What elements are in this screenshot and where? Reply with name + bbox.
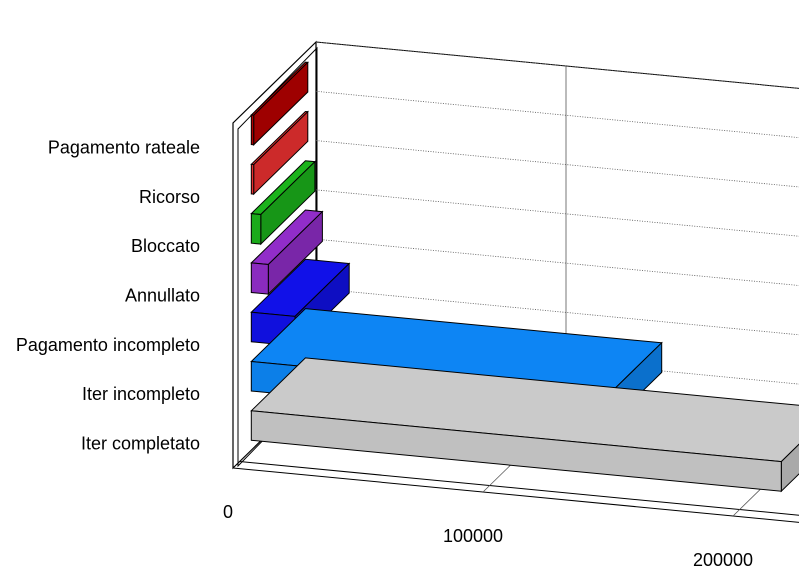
bar-annullato	[250, 209, 324, 296]
chart-bars	[250, 61, 799, 493]
horizontal-gridline	[315, 41, 799, 89]
category-label: Iter incompleto	[82, 384, 200, 404]
x-tick-label: 0	[223, 502, 233, 522]
bar-bloccato	[250, 160, 317, 246]
category-label: Bloccato	[131, 236, 200, 256]
category-label: Annullato	[125, 286, 200, 306]
bar-iter-completato	[250, 357, 799, 493]
bar-front-face	[250, 410, 782, 492]
category-label: Pagamento incompleto	[16, 335, 200, 355]
horizontal-gridline	[315, 140, 799, 188]
x-tick-label: 200000	[693, 550, 753, 570]
bar-front-face	[250, 213, 262, 245]
category-label: Pagamento rateale	[48, 138, 200, 158]
x-tick-label: 100000	[443, 526, 503, 546]
bar-pagamento-rateale	[250, 61, 309, 146]
category-label: Iter completato	[81, 433, 200, 453]
bar-ricorso	[250, 110, 309, 196]
category-label: Ricorso	[139, 187, 200, 207]
bar-front-face	[250, 262, 269, 295]
chart-labels: Pagamento rateale Ricorso Bloccato Annullat…	[16, 138, 753, 570]
bar-front-face	[250, 163, 255, 195]
horizontal-gridline	[315, 288, 799, 336]
bar-front-face	[250, 114, 255, 146]
horizontal-gridline	[315, 90, 799, 139]
horizontal-gridline	[315, 189, 799, 237]
horizontal-gridline	[315, 238, 799, 286]
